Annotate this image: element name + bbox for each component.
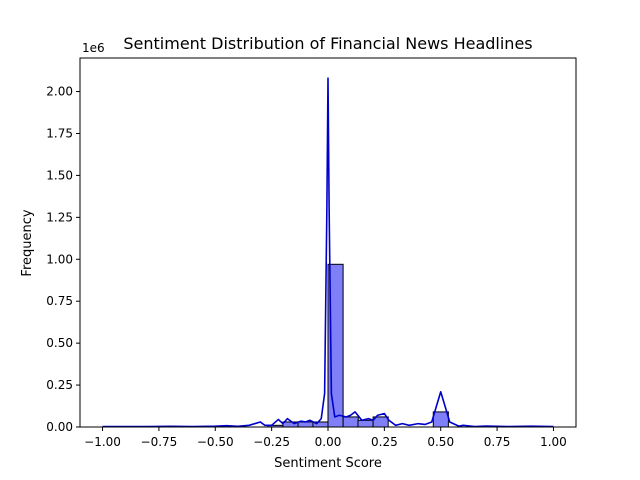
histogram-bar [432, 411, 449, 428]
plot-frame [79, 57, 577, 428]
x-axis-ticks: −1.00 −0.75 −0.50 −0.25 0.00 0.25 0.50 0.75 1.00 [84, 427, 567, 449]
x-tick-label: 1.00 [540, 435, 567, 449]
x-tick-label: −1.00 [84, 435, 121, 449]
y-tick-label: 0.25 [46, 378, 73, 392]
y-tick-label: 1.00 [46, 252, 73, 266]
y-tick-label: 2.00 [46, 85, 73, 99]
x-axis-label: Sentiment Score [274, 456, 382, 471]
y-tick-label: 1.25 [46, 210, 73, 224]
x-tick-label: −0.75 [141, 435, 178, 449]
y-offset-label: 1e6 [82, 41, 105, 55]
kde-curve [102, 77, 554, 428]
chart-title: Sentiment Distribution of Financial News… [123, 34, 532, 53]
y-tick-label: 0.75 [46, 294, 73, 308]
x-tick-label: 0.00 [315, 435, 342, 449]
y-tick-label: 1.50 [46, 168, 73, 182]
x-tick-label: −0.50 [197, 435, 234, 449]
histogram-bars [267, 263, 449, 428]
y-axis-ticks: 0.00 0.25 0.50 0.75 1.00 1.25 1.50 1.75 2.00 [46, 85, 80, 434]
y-tick-label: 1.75 [46, 126, 73, 140]
x-tick-label: 0.25 [371, 435, 398, 449]
histogram-bar [342, 416, 359, 428]
y-axis-label: Frequency [20, 209, 35, 276]
x-tick-label: −0.25 [253, 435, 290, 449]
y-tick-label: 0.50 [46, 336, 73, 350]
y-tick-label: 0.00 [46, 420, 73, 434]
histogram-bar [357, 419, 374, 428]
x-tick-label: 0.50 [427, 435, 454, 449]
kde-line [102, 77, 554, 428]
x-tick-label: 0.75 [484, 435, 511, 449]
